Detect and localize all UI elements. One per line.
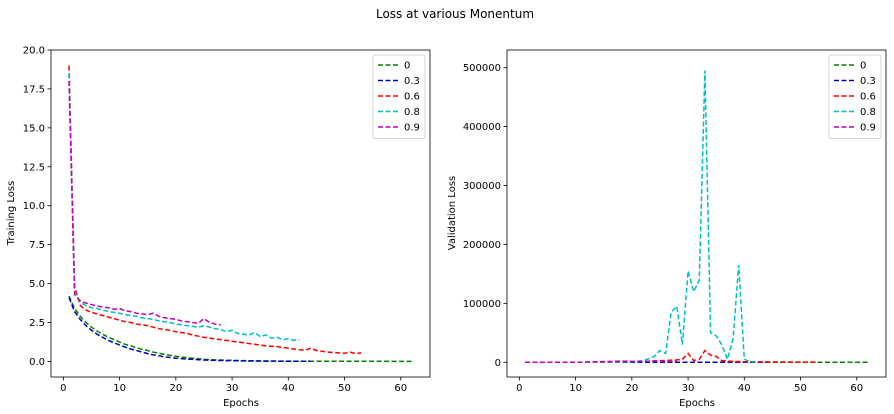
training-loss-panel: 0 10 20 30 40 50 60 0.0 2.5 5.0 7.5 10.0 12.5 15.0 17.… [6,46,431,409]
validation-loss-xtick-label: 60 [850,383,863,394]
validation-loss-ytick-label: 400000 [463,122,501,133]
training-loss-xtick-label: 20 [169,383,182,394]
validation-loss-legend-label: 0.9 [860,123,876,134]
training-loss-series-0-8 [68,73,300,342]
validation-loss-ytick-label: 200000 [463,240,501,251]
validation-loss-xlabel: Epochs [679,398,715,409]
training-loss-ytick-label: 2.5 [29,318,45,329]
training-loss-xtick-label: 40 [282,383,295,394]
training-loss-legend-label: 0.3 [404,76,420,87]
training-loss-ytick-label: 7.5 [29,240,45,251]
validation-loss-xtick-label: 40 [738,383,751,394]
training-loss-plot-area: 0 10 20 30 40 50 60 0.0 2.5 5.0 7.5 10.0 12.5 15.0 17.… [23,46,431,394]
training-loss-xlabel: Epochs [223,398,259,409]
training-loss-legend-box [372,54,426,139]
training-loss-ytick-label: 12.5 [23,162,45,173]
training-loss-xtick-label: 60 [394,383,407,394]
validation-loss-xtick-label: 30 [682,383,695,394]
validation-loss-panel: 0 10 20 30 40 50 60 0 100000 200000 300000 400000 50… [447,49,887,409]
training-loss-ylabel: Training Loss [6,181,17,247]
validation-loss-legend: 0 0.3 0.6 0.8 0.9 [828,54,882,139]
validation-loss-xtick-label: 50 [794,383,807,394]
training-loss-xtick-label: 0 [60,383,66,394]
training-loss-legend-label: 0 [404,61,410,72]
training-loss-legend-label: 0.6 [404,92,420,103]
validation-loss-ytick-label: 300000 [463,181,501,192]
validation-loss-axes-frame [506,49,887,378]
training-loss-ytick-label: 5.0 [29,279,45,290]
validation-loss-plot-area: 0 10 20 30 40 50 60 0 100000 200000 300000 400000 50… [463,49,887,394]
validation-loss-ytick-label: 100000 [463,299,501,310]
training-loss-series-0-9 [68,81,221,326]
validation-loss-xtick-label: 10 [569,383,582,394]
training-loss-legend-label: 0.9 [404,123,420,134]
validation-loss-xtick-label: 20 [625,383,638,394]
training-loss-ytick-label: 0.0 [29,357,45,368]
training-loss-series-0-3 [68,297,311,363]
training-loss-series-0 [68,295,412,363]
training-loss-legend-label: 0.8 [404,107,420,118]
training-loss-axes-frame [50,49,431,378]
training-loss-legend: 0 0.3 0.6 0.8 0.9 [372,54,426,139]
training-loss-ytick-label: 20.0 [23,46,45,57]
figure-suptitle: Loss at various Monentum [376,7,534,21]
validation-loss-xtick-label: 0 [516,383,522,394]
training-loss-xtick-label: 50 [338,383,351,394]
training-loss-ytick-label: 15.0 [23,123,45,134]
validation-loss-legend-label: 0.6 [860,92,876,103]
validation-loss-series-0-8 [525,70,756,364]
validation-loss-legend-box [828,54,882,139]
validation-loss-legend-label: 0 [860,61,866,72]
validation-loss-ytick-label: 0 [495,358,501,369]
training-loss-xtick-label: 30 [226,383,239,394]
validation-loss-legend-label: 0.3 [860,76,876,87]
validation-loss-legend-label: 0.8 [860,107,876,118]
training-loss-xtick-label: 10 [113,383,126,394]
validation-loss-series-0-9 [525,360,677,364]
training-loss-series-0-6 [68,65,362,355]
training-loss-ytick-label: 17.5 [23,84,45,95]
validation-loss-ytick-label: 500000 [463,63,501,74]
validation-loss-ylabel: Validation Loss [447,176,458,251]
training-loss-ytick-label: 10.0 [23,201,45,212]
